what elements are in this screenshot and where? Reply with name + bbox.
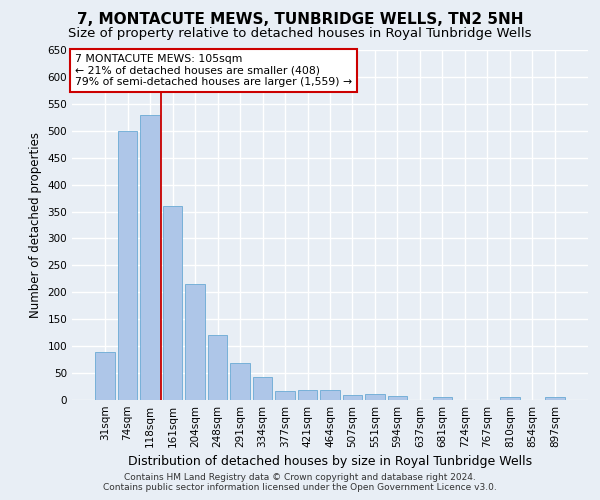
Bar	[343, 394, 362, 400]
Text: 7, MONTACUTE MEWS, TUNBRIDGE WELLS, TN2 5NH: 7, MONTACUTE MEWS, TUNBRIDGE WELLS, TN2 …	[77, 12, 523, 28]
Text: Size of property relative to detached houses in Royal Tunbridge Wells: Size of property relative to detached ho…	[68, 28, 532, 40]
Bar	[185, 284, 205, 400]
X-axis label: Distribution of detached houses by size in Royal Tunbridge Wells: Distribution of detached houses by size …	[128, 456, 532, 468]
Text: 7 MONTACUTE MEWS: 105sqm
← 21% of detached houses are smaller (408)
79% of semi-: 7 MONTACUTE MEWS: 105sqm ← 21% of detach…	[74, 54, 352, 86]
Bar	[230, 364, 250, 400]
Bar	[433, 398, 452, 400]
Bar	[95, 352, 115, 400]
Y-axis label: Number of detached properties: Number of detached properties	[29, 132, 42, 318]
Text: Contains HM Land Registry data © Crown copyright and database right 2024.
Contai: Contains HM Land Registry data © Crown c…	[103, 473, 497, 492]
Bar	[365, 394, 385, 400]
Bar	[275, 392, 295, 400]
Bar	[118, 131, 137, 400]
Bar	[298, 390, 317, 400]
Bar	[140, 114, 160, 400]
Bar	[500, 398, 520, 400]
Bar	[163, 206, 182, 400]
Bar	[388, 396, 407, 400]
Bar	[253, 378, 272, 400]
Bar	[320, 390, 340, 400]
Bar	[545, 398, 565, 400]
Bar	[208, 336, 227, 400]
